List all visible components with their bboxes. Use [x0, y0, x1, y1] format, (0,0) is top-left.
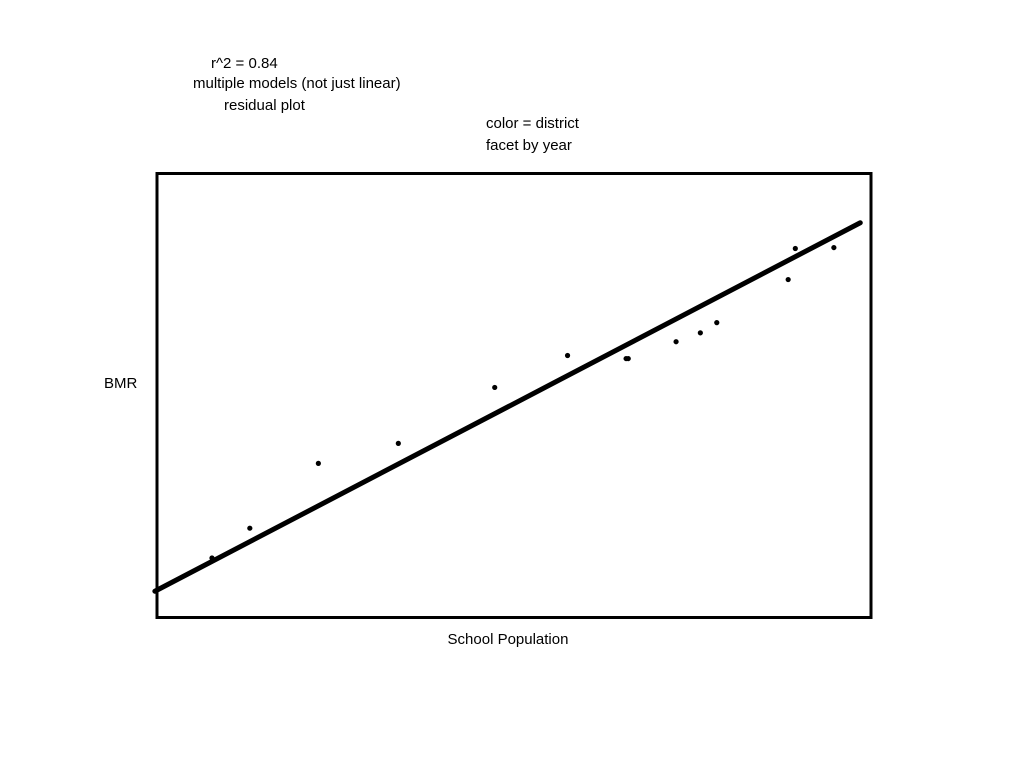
data-point [698, 330, 703, 335]
data-point [714, 320, 719, 325]
data-point [793, 246, 798, 251]
data-point [492, 385, 497, 390]
data-point [396, 441, 401, 446]
data-point [209, 555, 214, 560]
regression-line [155, 223, 860, 592]
data-point [831, 245, 836, 250]
data-point [626, 356, 631, 361]
data-point [247, 526, 252, 531]
plot-marks [155, 223, 860, 592]
data-point [316, 461, 321, 466]
x-axis-label: School Population [0, 630, 1016, 650]
y-axis-label: BMR [104, 374, 137, 394]
data-point [786, 277, 791, 282]
plot-frame [157, 174, 871, 618]
data-point [565, 353, 570, 358]
data-point [673, 339, 678, 344]
